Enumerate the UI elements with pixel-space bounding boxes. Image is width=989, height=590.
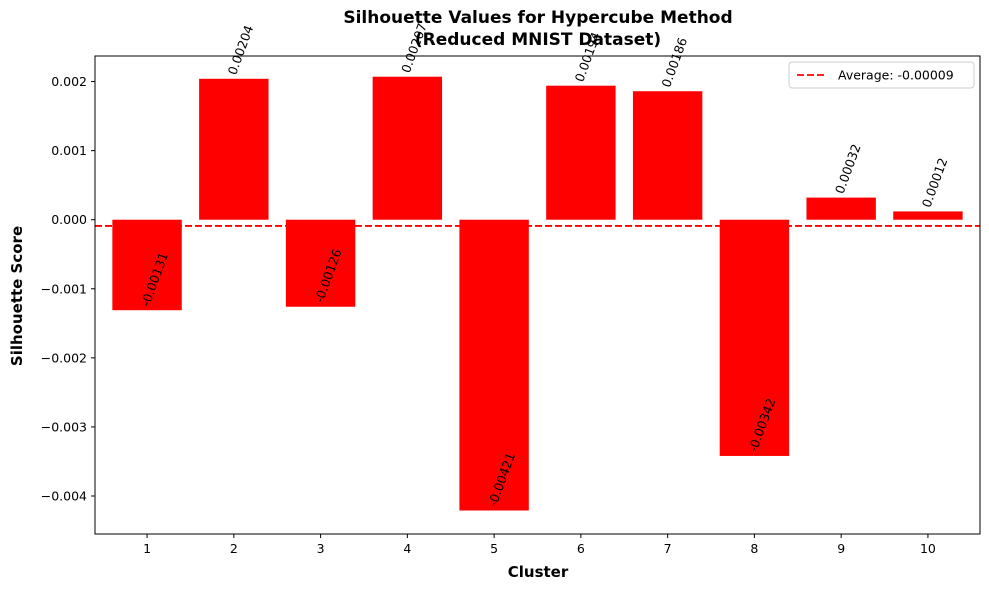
bar-cluster-6 (546, 85, 616, 220)
x-tick-label: 3 (317, 541, 325, 556)
legend: Average: -0.00009 (788, 61, 975, 89)
y-tick-label: −0.001 (41, 281, 87, 296)
bar-cluster-2 (199, 78, 269, 220)
chart-title-line-2: (Reduced MNIST Dataset) (415, 30, 661, 50)
y-tick-label: 0.002 (51, 74, 87, 89)
legend-average-label: Average: -0.00009 (838, 68, 954, 83)
bar-cluster-9 (806, 197, 876, 220)
bar-value-label: 0.00186 (658, 36, 690, 90)
x-tick-label: 4 (403, 541, 411, 556)
legend-box (788, 61, 975, 89)
bar-cluster-4 (372, 76, 443, 220)
y-tick-label: 0.001 (51, 143, 87, 158)
chart-title-line-1: Silhouette Values for Hypercube Method (343, 8, 732, 28)
chart-title: Silhouette Values for Hypercube Method (… (343, 8, 732, 50)
x-tick-label: 5 (490, 541, 498, 556)
bar-cluster-1 (112, 219, 182, 311)
y-tick-label: −0.003 (41, 419, 87, 434)
x-tick-label: 1 (143, 541, 151, 556)
bar-value-label: 0.00012 (919, 156, 951, 210)
bar-value-label: 0.00204 (225, 23, 257, 77)
y-tick-label: −0.002 (41, 350, 87, 365)
x-tick-label: 6 (577, 541, 585, 556)
plot-frame (94, 55, 981, 535)
plot-area: -0.001310.00204-0.001260.00207-0.004210.… (41, 21, 981, 556)
bar-cluster-3 (285, 219, 356, 307)
x-tick-label: 10 (920, 541, 936, 556)
y-tick-label: −0.004 (41, 489, 87, 504)
x-tick-label: 7 (664, 541, 672, 556)
bar-cluster-5 (459, 219, 529, 511)
x-tick-label: 2 (230, 541, 238, 556)
x-axis-label: Cluster (508, 563, 569, 581)
bar-value-label: 0.00032 (832, 142, 864, 196)
x-tick-label: 8 (750, 541, 758, 556)
bar-cluster-8 (719, 219, 790, 456)
x-tick-label: 9 (837, 541, 845, 556)
bar-cluster-10 (893, 211, 963, 220)
bar-cluster-7 (632, 91, 703, 220)
y-tick-label: 0.000 (51, 212, 87, 227)
y-axis-label: Silhouette Score (8, 226, 26, 366)
